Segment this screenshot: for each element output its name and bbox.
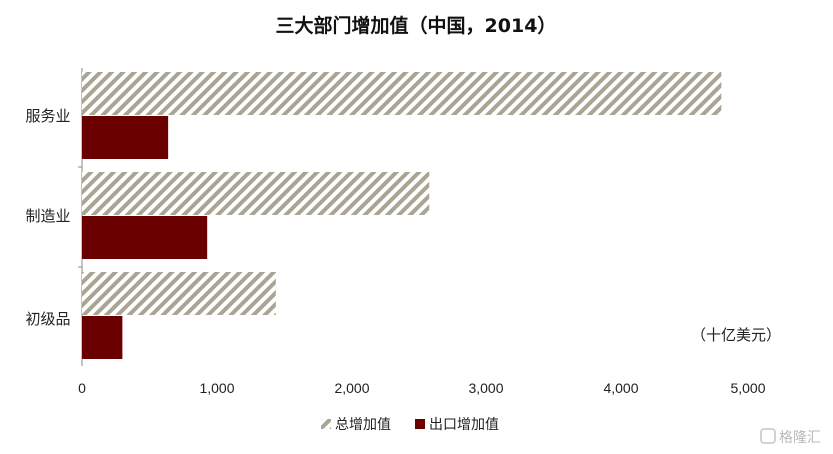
legend: 总增加值 出口增加值 xyxy=(321,417,499,433)
chart-title: 三大部门增加值（中国，2014） xyxy=(276,14,557,37)
x-tick-label: 3,000 xyxy=(468,380,503,396)
legend-label-export: 出口增加值 xyxy=(429,417,499,433)
bar-export-manufacturing xyxy=(82,216,208,259)
x-tick-label: 2,000 xyxy=(334,380,369,396)
legend-swatch-total xyxy=(321,419,331,429)
legend-swatch-export xyxy=(415,419,425,429)
x-tick-label: 5,000 xyxy=(730,380,765,396)
category-label-services: 服务业 xyxy=(25,107,70,125)
bar-total-primary xyxy=(82,272,276,315)
bar-export-primary xyxy=(82,316,123,359)
x-tick-label: 1,000 xyxy=(199,380,234,396)
watermark: 格隆汇 xyxy=(760,428,821,446)
category-label-manufacturing: 制造业 xyxy=(25,207,70,225)
bar-total-manufacturing xyxy=(82,172,430,215)
x-tick-label: 4,000 xyxy=(603,380,638,396)
bar-export-services xyxy=(82,116,169,159)
unit-label: （十亿美元） xyxy=(691,326,781,344)
watermark-text: 格隆汇 xyxy=(779,430,821,446)
legend-label-total: 总增加值 xyxy=(335,417,391,433)
bar-total-services xyxy=(82,72,722,115)
category-label-primary: 初级品 xyxy=(25,310,70,328)
watermark-logo-icon xyxy=(760,428,776,444)
x-tick-label: 0 xyxy=(78,380,86,396)
bars-group xyxy=(82,72,722,359)
